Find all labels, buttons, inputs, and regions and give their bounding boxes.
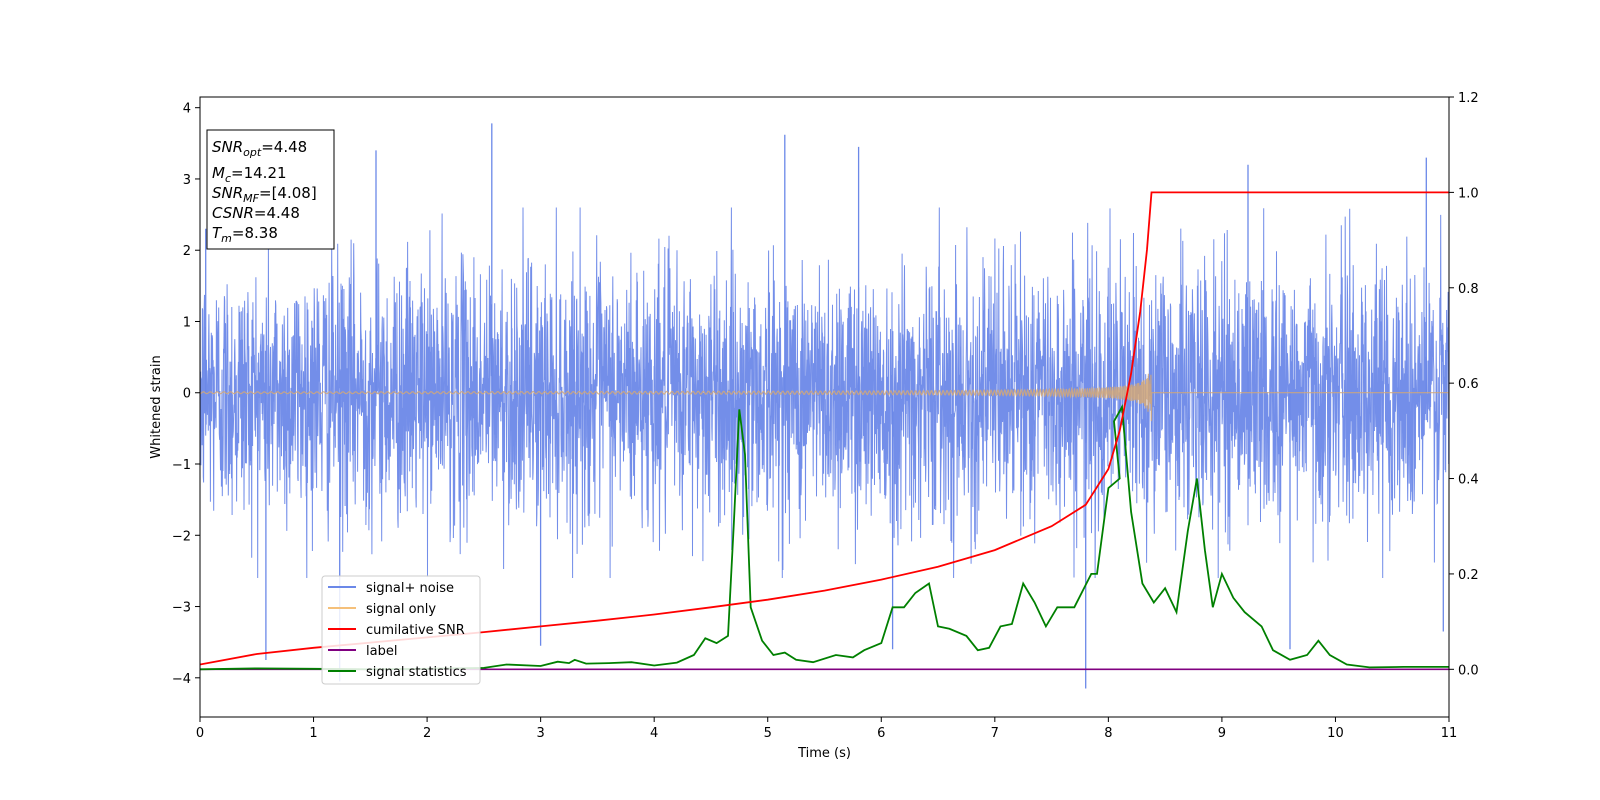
series-signal-statistics (200, 404, 1449, 671)
legend-label-signal-noise: signal+ noise (366, 581, 454, 596)
x-tick-label: 10 (1327, 726, 1344, 741)
y-tick-label: 2 (183, 244, 191, 259)
x-axis: 0 1 2 3 4 5 6 7 8 9 10 11 (196, 717, 1457, 741)
info-snr-mf: SNRMF=[4.08] (212, 184, 317, 205)
series-signal-noise-spikes (205, 123, 1444, 689)
y2-tick-label: 0.2 (1458, 568, 1479, 583)
x-tick-label: 2 (423, 726, 431, 741)
x-tick-label: 5 (764, 726, 772, 741)
y-tick-label: −1 (172, 458, 191, 473)
y-tick-label: −4 (172, 672, 191, 687)
y-axis-right: 0.0 0.2 0.4 0.6 0.8 1.0 1.2 (1449, 91, 1479, 678)
y-tick-label: 0 (183, 387, 191, 402)
x-tick-label: 4 (650, 726, 658, 741)
y2-tick-label: 0.8 (1458, 282, 1479, 297)
x-tick-label: 3 (536, 726, 544, 741)
series-signal-noise (200, 207, 1449, 579)
y-tick-label: 3 (183, 173, 191, 188)
x-tick-label: 0 (196, 726, 204, 741)
x-tick-label: 11 (1441, 726, 1458, 741)
info-box: SNRopt=4.48 Mc=14.21 SNRMF=[4.08] CSNR=4… (206, 129, 335, 250)
legend-label-signal-statistics: signal statistics (366, 665, 467, 680)
info-mc: Mc=14.21 (212, 164, 287, 185)
y-tick-label: 4 (183, 102, 191, 117)
y-axis-left: −4 −3 −2 −1 0 1 2 3 4 (172, 102, 200, 687)
series-signal-only (200, 373, 1449, 422)
info-snr-opt: SNRopt=4.48 (212, 138, 307, 159)
y2-tick-label: 0.6 (1458, 377, 1479, 392)
x-tick-label: 7 (991, 726, 999, 741)
x-tick-label: 6 (877, 726, 885, 741)
y-tick-label: −3 (172, 601, 191, 616)
legend-label-cumulative-snr: cumilative SNR (366, 623, 465, 638)
y2-tick-label: 0.0 (1458, 663, 1479, 678)
y-axis-label: Whitened strain (149, 355, 164, 458)
x-tick-label: 8 (1104, 726, 1112, 741)
y2-tick-label: 0.4 (1458, 473, 1479, 488)
y2-tick-label: 1.0 (1458, 186, 1479, 201)
x-tick-label: 9 (1218, 726, 1226, 741)
info-csnr: CSNR=4.48 (212, 204, 300, 222)
info-tm: Tm=8.38 (212, 224, 278, 245)
legend-label-signal-only: signal only (366, 602, 436, 617)
x-tick-label: 1 (309, 726, 317, 741)
legend-frame (321, 575, 481, 685)
info-box-frame (206, 129, 335, 250)
y-tick-label: 1 (183, 315, 191, 330)
plot-frame (199, 96, 1450, 718)
legend-label-label: label (366, 644, 397, 659)
y2-tick-label: 1.2 (1458, 91, 1479, 106)
x-axis-label: Time (s) (797, 746, 851, 761)
y-tick-label: −2 (172, 529, 191, 544)
legend: signal+ noise signal only cumilative SNR… (321, 575, 481, 685)
